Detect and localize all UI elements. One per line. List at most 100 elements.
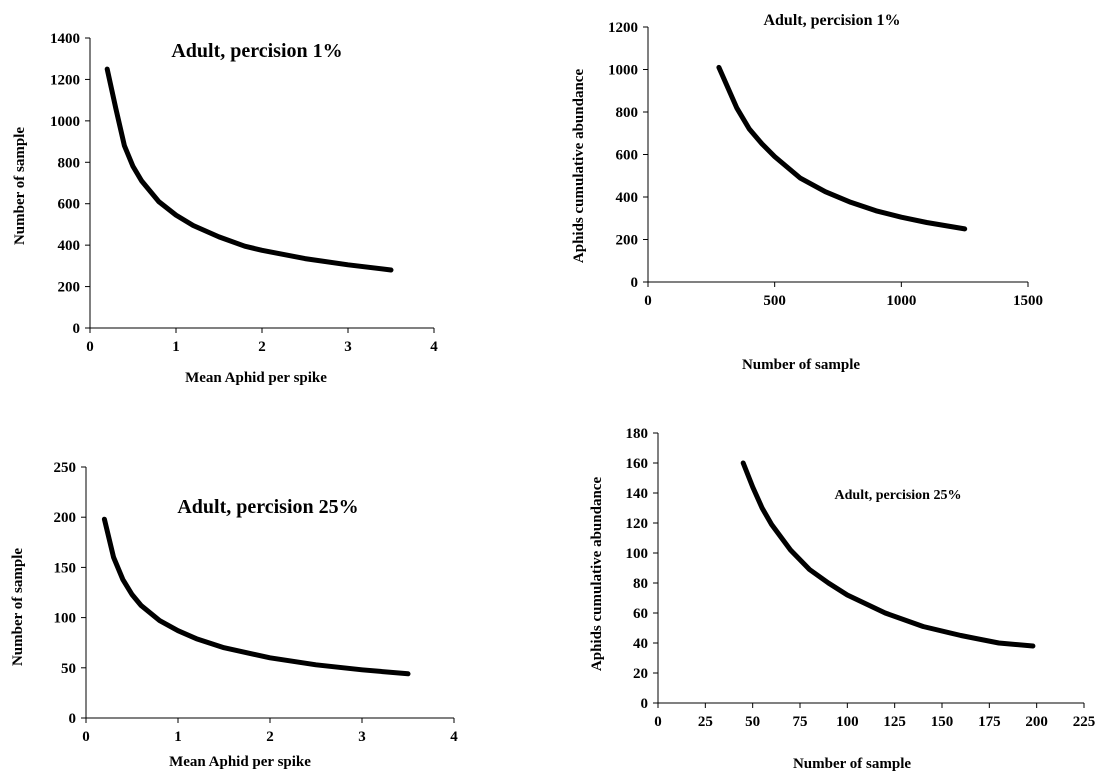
x-tick-label: 0 bbox=[86, 339, 94, 355]
y-tick-label: 100 bbox=[54, 611, 77, 627]
chart-1-xlabel: Mean Aphid per spike bbox=[185, 370, 327, 386]
data-point bbox=[845, 592, 850, 598]
x-tick-label: 200 bbox=[1025, 714, 1048, 730]
data-point bbox=[920, 624, 926, 629]
data-point bbox=[139, 178, 144, 184]
data-point bbox=[797, 175, 803, 181]
y-tick-label: 180 bbox=[626, 426, 649, 442]
data-point bbox=[191, 223, 196, 228]
chart-1-marks: 0 1 2 3 4 0 200 400 600 800 1000 1200 1400 bbox=[50, 31, 438, 355]
y-tick-label: 400 bbox=[58, 238, 81, 254]
y-tick-label: 200 bbox=[616, 233, 639, 249]
y-tick-label: 1200 bbox=[608, 20, 638, 36]
x-tick-label: 2 bbox=[258, 339, 266, 355]
chart-1-title: Adult, percision 1% bbox=[171, 40, 342, 62]
y-tick-label: 250 bbox=[54, 460, 77, 476]
data-point bbox=[750, 484, 755, 490]
x-tick-label: 175 bbox=[978, 714, 1001, 730]
data-point bbox=[345, 262, 351, 268]
x-tick-label: 125 bbox=[883, 714, 906, 730]
x-tick-label: 2 bbox=[266, 729, 274, 745]
chart-2-xlabel: Number of sample bbox=[742, 357, 860, 373]
chart-1-ylabel: Number of sample bbox=[12, 127, 28, 245]
series-line bbox=[104, 66, 394, 273]
data-point bbox=[962, 226, 967, 232]
data-point bbox=[120, 577, 126, 582]
data-point bbox=[111, 555, 116, 560]
y-tick-label: 160 bbox=[626, 456, 649, 472]
data-point bbox=[313, 662, 319, 667]
data-point bbox=[741, 460, 746, 466]
data-point bbox=[883, 610, 888, 616]
chart-3-xlabel: Mean Aphid per spike bbox=[169, 754, 311, 770]
y-tick-label: 80 bbox=[633, 576, 648, 592]
x-tick-label: 0 bbox=[82, 729, 90, 745]
data-point bbox=[716, 65, 722, 70]
y-tick-label: 0 bbox=[73, 321, 81, 337]
chart-4-xlabel: Number of sample bbox=[793, 756, 911, 772]
chart-3-marks: 0 1 2 3 4 0 50 100 150 200 250 bbox=[54, 460, 459, 745]
chart-2: 0 500 1000 1500 0 200 400 600 800 1000 1200 Adult,… bbox=[571, 12, 1043, 373]
y-tick-label: 1000 bbox=[50, 114, 80, 130]
y-tick-label: 50 bbox=[61, 661, 76, 677]
data-point bbox=[747, 126, 752, 132]
data-point bbox=[259, 248, 265, 253]
data-point bbox=[848, 200, 853, 205]
data-point bbox=[759, 505, 765, 511]
data-point bbox=[873, 208, 879, 214]
data-point bbox=[899, 214, 904, 220]
series-line bbox=[716, 64, 968, 232]
x-tick-label: 0 bbox=[654, 714, 662, 730]
data-point bbox=[772, 154, 777, 159]
chart-4-title: Adult, percision 25% bbox=[835, 488, 962, 503]
x-tick-label: 1000 bbox=[886, 293, 916, 309]
x-tick-label: 1500 bbox=[1013, 293, 1043, 309]
data-point bbox=[156, 199, 161, 204]
data-point bbox=[958, 633, 964, 638]
chart-3-title: Adult, percision 25% bbox=[177, 496, 358, 518]
y-tick-label: 400 bbox=[616, 190, 639, 206]
y-tick-label: 0 bbox=[631, 275, 639, 291]
data-point bbox=[788, 547, 793, 553]
data-point bbox=[388, 267, 394, 273]
y-tick-label: 100 bbox=[626, 546, 649, 562]
x-tick-label: 100 bbox=[836, 714, 859, 730]
chart-4: 0 25 50 75 100 125 150 175 200 225 0 20 40 60 80 100 120… bbox=[589, 426, 1095, 772]
y-tick-label: 150 bbox=[54, 560, 77, 576]
x-tick-label: 150 bbox=[931, 714, 954, 730]
x-tick-label: 25 bbox=[698, 714, 713, 730]
x-tick-label: 0 bbox=[644, 293, 652, 309]
data-point bbox=[826, 580, 831, 586]
x-tick-label: 50 bbox=[745, 714, 760, 730]
data-point bbox=[924, 220, 929, 225]
chart-2-ylabel: Aphids cumulative abundance bbox=[571, 69, 587, 264]
data-point bbox=[139, 603, 144, 608]
data-point bbox=[405, 671, 411, 677]
y-tick-label: 1400 bbox=[50, 31, 80, 47]
data-point bbox=[734, 105, 739, 110]
y-tick-label: 1200 bbox=[50, 72, 80, 88]
data-point bbox=[175, 628, 181, 633]
data-point bbox=[194, 636, 199, 641]
x-tick-label: 225 bbox=[1073, 714, 1096, 730]
data-point bbox=[173, 212, 179, 218]
data-point bbox=[996, 640, 1001, 646]
y-tick-label: 600 bbox=[616, 148, 639, 164]
series-line bbox=[101, 516, 411, 677]
y-tick-label: 1000 bbox=[608, 63, 638, 79]
data-point bbox=[129, 592, 135, 597]
x-tick-label: 500 bbox=[763, 293, 786, 309]
y-tick-label: 140 bbox=[626, 486, 649, 502]
data-point bbox=[759, 141, 765, 147]
x-tick-label: 4 bbox=[430, 339, 438, 355]
chart-3-ylabel: Number of sample bbox=[10, 548, 26, 666]
y-tick-label: 20 bbox=[633, 666, 648, 682]
data-point bbox=[130, 164, 136, 169]
data-point bbox=[302, 256, 308, 261]
chart-2-title: Adult, percision 1% bbox=[763, 12, 900, 29]
y-tick-label: 40 bbox=[633, 636, 648, 652]
chart-4-marks: 0 25 50 75 100 125 150 175 200 225 0 20 40 60 80 100 120… bbox=[626, 426, 1096, 730]
data-point bbox=[267, 655, 273, 660]
y-tick-label: 120 bbox=[626, 516, 649, 532]
